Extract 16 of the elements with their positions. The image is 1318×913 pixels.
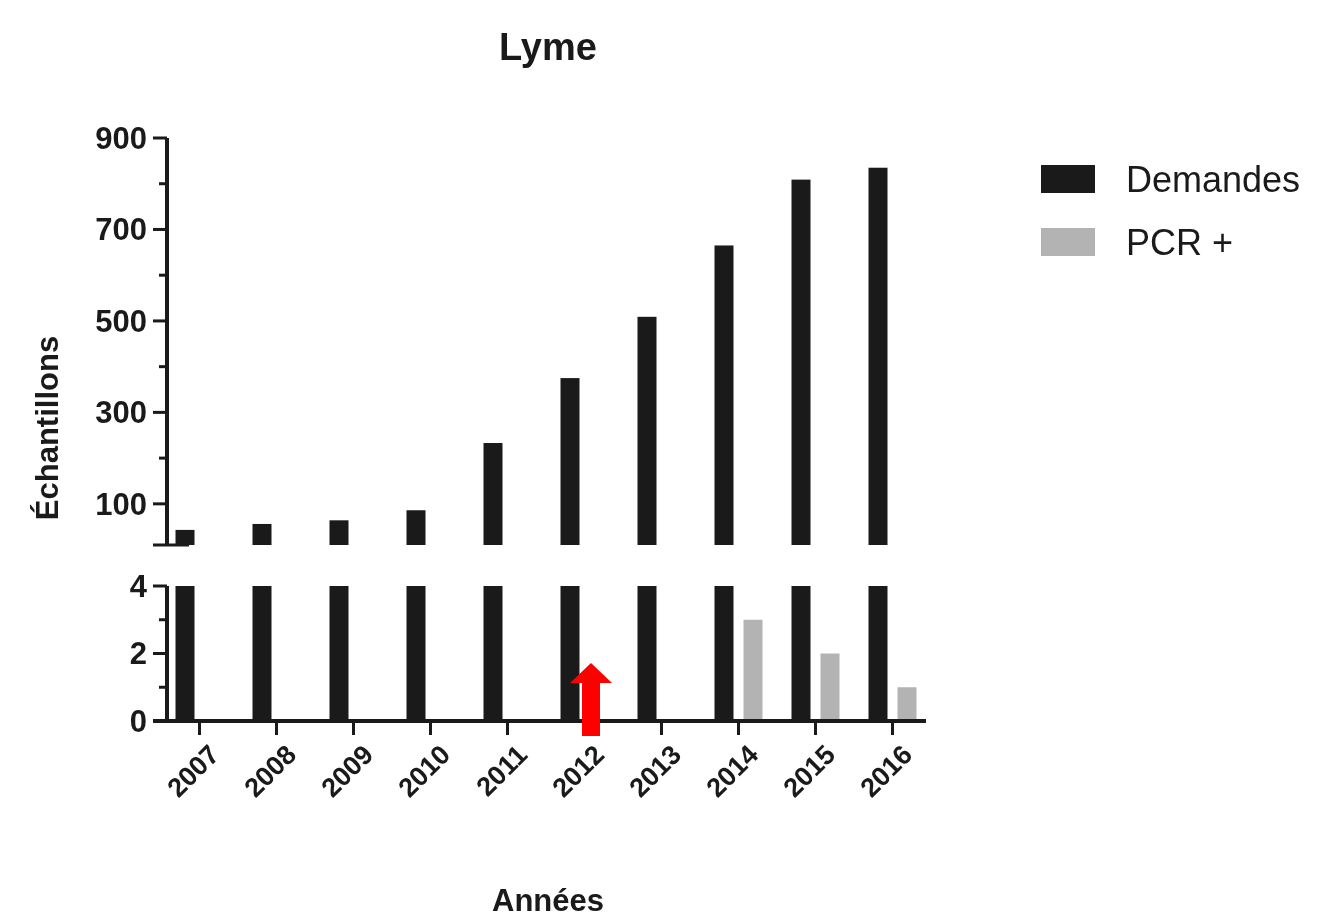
- y-tick-label: 0: [129, 703, 147, 739]
- y-tick-label: 500: [95, 303, 147, 339]
- bar: [897, 687, 917, 721]
- y-tick-label: 2: [129, 636, 147, 672]
- y-tick-label: 700: [95, 212, 147, 248]
- y-tick-label: 4: [129, 568, 148, 604]
- y-tick-label: 100: [95, 486, 147, 522]
- legend-label: Demandes: [1126, 158, 1301, 200]
- bar: [820, 653, 840, 721]
- legend-label: PCR +: [1126, 221, 1234, 263]
- chart-title: Lyme: [499, 26, 597, 68]
- y-tick-label: 900: [95, 120, 147, 156]
- x-axis-title: Années: [492, 883, 604, 913]
- y-axis-title: Échantillons: [30, 335, 65, 521]
- bar: [743, 619, 763, 721]
- y-tick-label: 300: [95, 395, 147, 431]
